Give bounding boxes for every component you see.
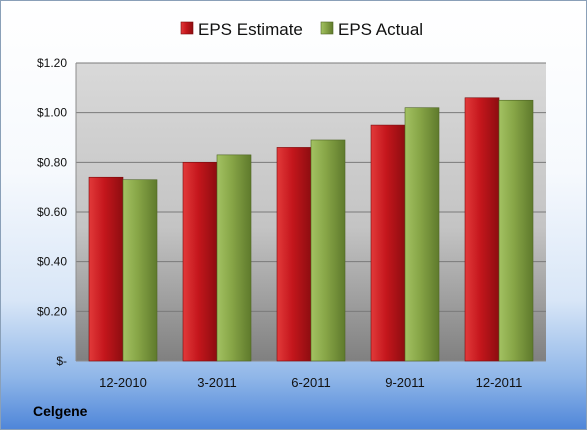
y-tick-label: $0.60: [37, 205, 67, 219]
y-tick-label: $0.40: [37, 255, 67, 269]
y-tick-label: $1.20: [37, 56, 67, 70]
bar-eps-actual: [216, 154, 252, 362]
bar-eps-estimate: [276, 147, 312, 362]
bar-eps-estimate: [88, 176, 124, 362]
bar-eps-estimate: [182, 162, 218, 362]
bar-eps-estimate: [370, 124, 406, 362]
legend-swatch-estimate: [180, 21, 194, 35]
x-category-label: 3-2011: [197, 375, 237, 390]
y-tick-label: $0.20: [37, 304, 67, 318]
bar-eps-estimate: [464, 97, 500, 362]
bar-eps-actual: [310, 139, 346, 362]
legend-label-actual: EPS Actual: [338, 20, 423, 39]
company-name: Celgene: [33, 403, 88, 419]
y-tick-label: $-: [56, 354, 67, 368]
bar-eps-actual: [404, 107, 440, 362]
x-category-label: 6-2011: [291, 375, 331, 390]
x-category-label: 12-2011: [476, 375, 523, 390]
legend-swatch-actual: [320, 21, 334, 35]
y-tick-label: $1.00: [37, 106, 67, 120]
legend-label-estimate: EPS Estimate: [198, 20, 303, 39]
bar-eps-actual: [498, 99, 534, 362]
x-category-label: 9-2011: [385, 375, 425, 390]
bar-eps-actual: [122, 179, 158, 362]
y-tick-label: $0.80: [37, 155, 67, 169]
x-category-label: 12-2010: [99, 375, 147, 390]
